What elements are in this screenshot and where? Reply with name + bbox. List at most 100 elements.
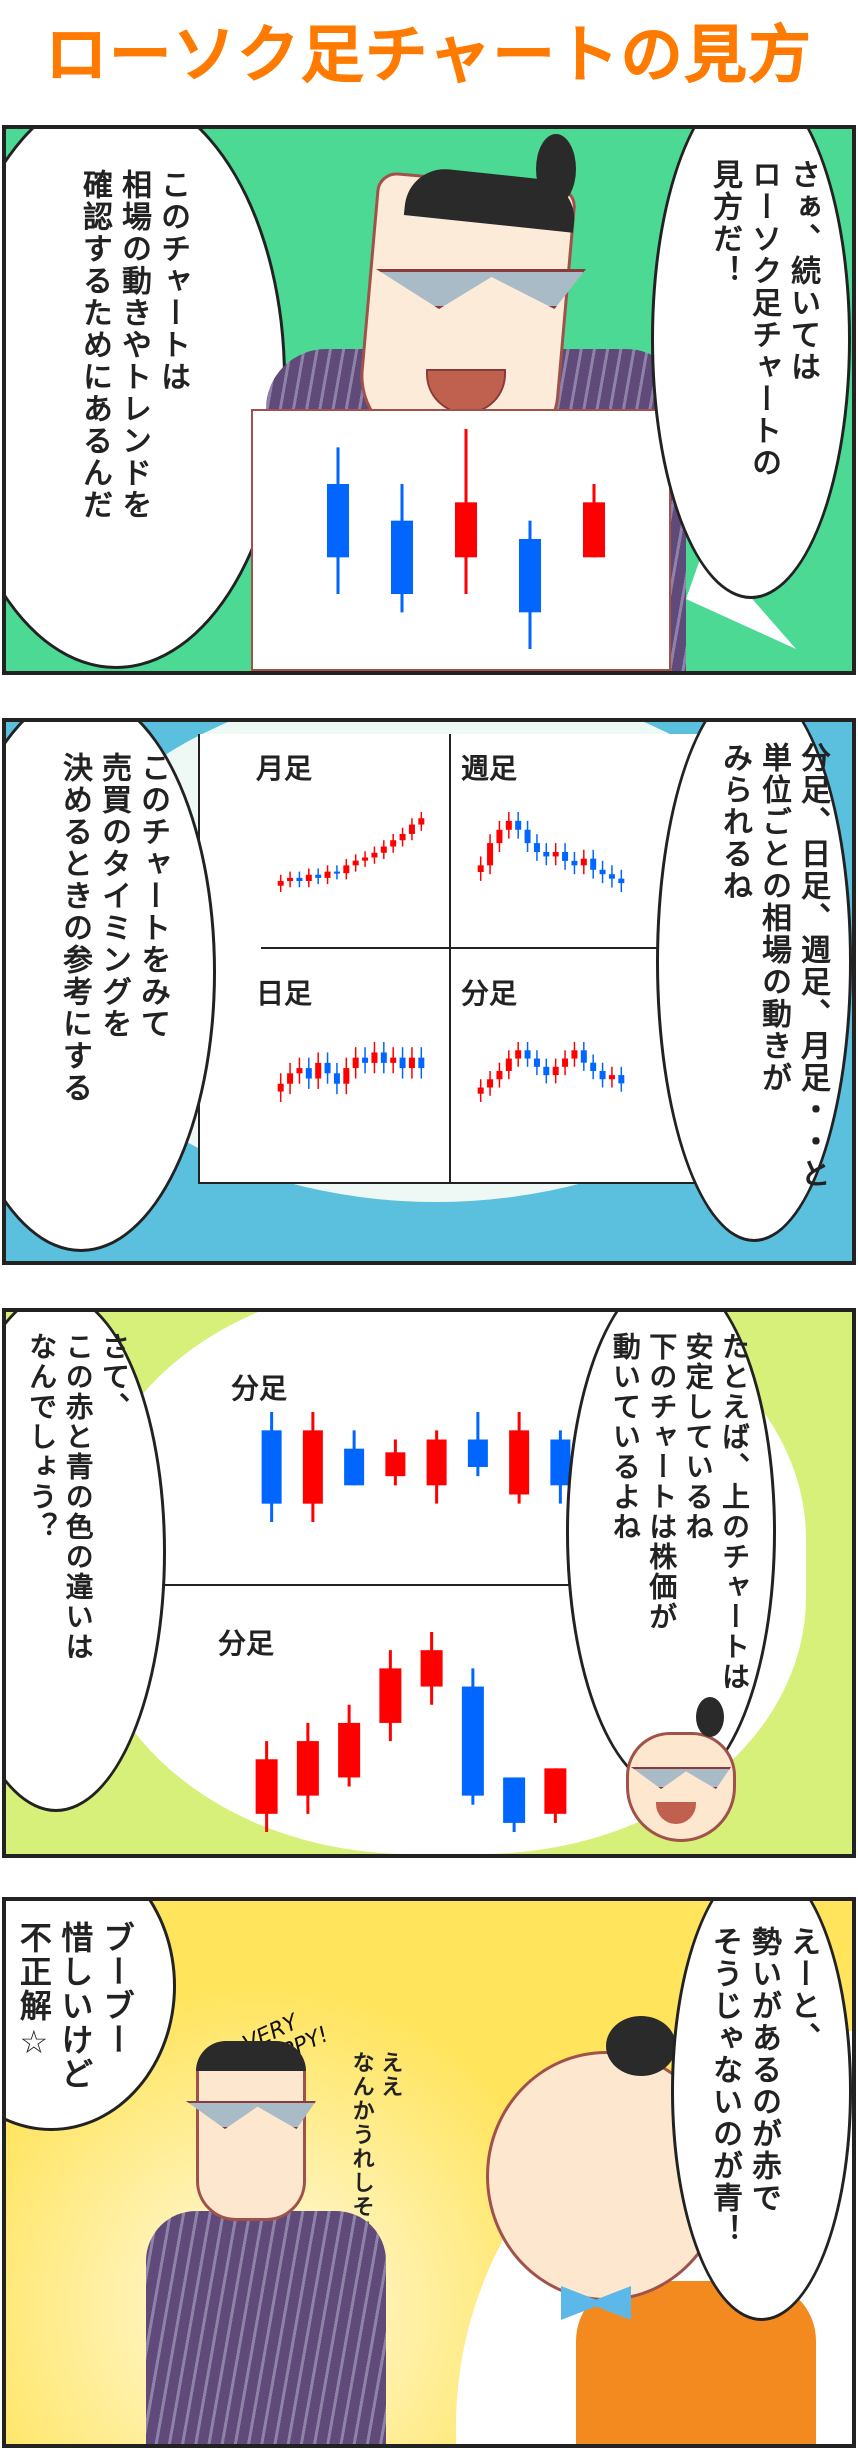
candle-up bbox=[277, 874, 284, 892]
candle-body bbox=[315, 874, 322, 878]
candle-body bbox=[505, 1058, 512, 1071]
candle-down bbox=[524, 820, 531, 852]
candle-body bbox=[571, 860, 578, 866]
candle-up bbox=[399, 827, 406, 847]
candle-body bbox=[533, 843, 540, 852]
candle-body bbox=[418, 818, 425, 825]
candle-down bbox=[503, 1777, 526, 1832]
candle-up bbox=[362, 851, 369, 867]
candle-up bbox=[552, 843, 559, 866]
chart-monthly bbox=[277, 812, 425, 892]
candle-down bbox=[296, 871, 303, 888]
board-candlestick-chart bbox=[327, 429, 605, 649]
candle-body bbox=[362, 857, 369, 861]
candle-down bbox=[580, 1042, 587, 1071]
top-candlestick-chart bbox=[261, 1412, 571, 1522]
candle-up bbox=[379, 1650, 402, 1742]
candle-down bbox=[391, 484, 413, 613]
candle-up bbox=[296, 1722, 319, 1814]
candle-body bbox=[552, 1066, 559, 1076]
panel-1: このチャートは 相場の動きやトレンドを 確認するためにあるんだ さぁ、続いては … bbox=[2, 125, 856, 675]
candle-up bbox=[426, 1430, 447, 1504]
speech-bubble-right bbox=[566, 1312, 776, 1792]
candle-body bbox=[390, 840, 397, 847]
candle-body bbox=[352, 860, 359, 866]
candle-body bbox=[455, 502, 477, 558]
candle-body bbox=[287, 1073, 294, 1084]
candle-up bbox=[608, 1066, 615, 1088]
page-title: ローソク足チャートの見方 bbox=[45, 18, 813, 92]
candle-body bbox=[519, 539, 541, 613]
candle-body bbox=[343, 1068, 350, 1084]
candle-down bbox=[327, 447, 349, 594]
candle-up bbox=[487, 834, 494, 875]
candle-up bbox=[352, 1047, 359, 1079]
candle-up bbox=[324, 865, 331, 885]
candle-body bbox=[618, 1075, 625, 1084]
candle-down bbox=[618, 1066, 625, 1092]
candle-down bbox=[344, 1430, 365, 1486]
candle-up bbox=[390, 833, 397, 853]
candle-body bbox=[487, 1079, 494, 1088]
candle-up bbox=[505, 1050, 512, 1080]
candle-body bbox=[390, 1057, 397, 1063]
candle-body bbox=[533, 1058, 540, 1067]
suit bbox=[146, 2211, 386, 2444]
candle-body bbox=[496, 1070, 503, 1080]
candle-body bbox=[426, 1439, 447, 1486]
chart-divider bbox=[146, 1584, 606, 1586]
candle-body bbox=[580, 858, 587, 866]
candle-up bbox=[255, 1741, 278, 1832]
topknot bbox=[696, 1697, 724, 1737]
multi-timeframe-chart bbox=[198, 734, 743, 1184]
candle-down bbox=[543, 843, 550, 866]
panel-4: ブーブー 惜しいけど 不正解☆ VERY HAPPY! ええ なんかうれしそう … bbox=[2, 1897, 856, 2448]
candle-body bbox=[467, 1439, 488, 1467]
candle-body bbox=[590, 858, 597, 870]
panel-3: 分足 分足 さて、 この赤と青の色の違いは なんでしょう？ たとえば、上のチャー… bbox=[2, 1308, 856, 1858]
candle-body bbox=[524, 829, 531, 844]
candle-body bbox=[296, 1068, 303, 1074]
candle-body bbox=[543, 852, 550, 857]
candle-body bbox=[608, 1075, 615, 1080]
candle-body bbox=[296, 1741, 319, 1796]
candle-body bbox=[327, 484, 349, 558]
face bbox=[626, 1732, 736, 1842]
candle-up bbox=[343, 1057, 350, 1095]
speech-text-right: たとえば、上のチャートは 安定しているね 下のチャートは株価が 動いているよね bbox=[608, 1332, 751, 1692]
candle-body bbox=[371, 852, 378, 858]
candle-up bbox=[552, 1058, 559, 1084]
candle-down bbox=[467, 1412, 488, 1477]
candle-body bbox=[296, 877, 303, 882]
candle-down bbox=[362, 1047, 369, 1074]
candle-down bbox=[524, 1042, 531, 1067]
candle-body bbox=[362, 1057, 369, 1063]
candle-body bbox=[277, 881, 284, 886]
candle-body bbox=[391, 520, 413, 594]
candle-down bbox=[399, 1047, 406, 1079]
candle-body bbox=[496, 829, 503, 844]
candle-body bbox=[608, 874, 615, 879]
candle-up bbox=[496, 820, 503, 852]
speech-text-left: ブーブー 惜しいけど 不正解☆ bbox=[14, 1921, 136, 2091]
candle-up bbox=[505, 812, 512, 839]
chart-divider-h bbox=[261, 947, 661, 949]
speech-bubble-right bbox=[651, 129, 851, 599]
candle-body bbox=[487, 843, 494, 866]
candle-body bbox=[315, 1062, 322, 1079]
candle-body bbox=[515, 1050, 522, 1059]
candle-body bbox=[562, 1058, 569, 1067]
candle-up bbox=[477, 856, 484, 881]
candle-body bbox=[277, 1083, 284, 1092]
candle-up bbox=[418, 812, 425, 831]
candle-up bbox=[338, 1704, 361, 1787]
candle-body bbox=[562, 852, 569, 861]
candle-body bbox=[385, 1452, 406, 1477]
candle-down bbox=[533, 1050, 540, 1076]
candle-body bbox=[287, 877, 294, 882]
chart-minute bbox=[477, 1042, 625, 1102]
speech-text-right: さぁ、続いては ローソク足チャートの 見方だ！ bbox=[707, 159, 820, 479]
candle-body bbox=[261, 1430, 282, 1504]
chart-divider-v bbox=[449, 734, 451, 1184]
sfx-whisper: ええ なんかうれしそう bbox=[348, 2051, 403, 2243]
